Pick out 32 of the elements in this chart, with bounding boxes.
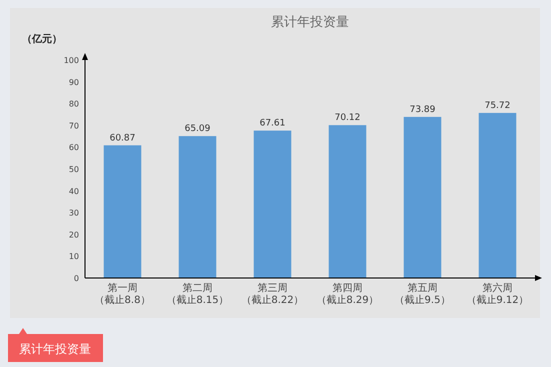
y-tick-label: 90: [68, 78, 79, 87]
y-axis-title: （亿元）: [22, 33, 62, 45]
y-tick-label: 80: [68, 100, 79, 109]
bar: [328, 125, 366, 278]
bar: [178, 136, 216, 278]
x-tick-label: 第六周（截止9.12）: [466, 282, 529, 306]
data-label: 70.12: [334, 113, 360, 124]
x-tick-label: 第二周（截止8.15）: [166, 282, 229, 306]
y-tick-label: 20: [68, 230, 79, 240]
x-tick-label: 第三周（截止8.22）: [241, 282, 304, 306]
x-tick-label: 第一周（截止8.8）: [94, 282, 150, 306]
text: 累计年投资量: [19, 342, 91, 356]
chart-title: 累计年投资量: [271, 15, 349, 30]
x-tick-label: 第五周（截止9.5）: [394, 282, 450, 306]
bar: [404, 116, 442, 278]
y-tick-label: 10: [68, 252, 79, 262]
y-tick-label: 50: [68, 165, 79, 174]
y-tick-label: 100: [64, 56, 79, 65]
data-label: 73.89: [410, 104, 436, 115]
bar: [478, 112, 516, 278]
data-label: 75.72: [484, 100, 510, 111]
y-tick-label: 40: [68, 186, 79, 196]
data-label: 60.87: [110, 133, 136, 144]
y-tick-label: 0: [74, 274, 79, 283]
data-label: 67.61: [260, 118, 286, 129]
data-label: 65.09: [184, 124, 211, 134]
bar: [104, 145, 142, 278]
y-tick-label: 60: [68, 143, 79, 152]
y-tick-label: 70: [68, 121, 79, 130]
y-tick-label: 30: [68, 208, 79, 218]
x-tick-label: 第四周（截止8.29）: [316, 282, 379, 306]
bar: [254, 130, 292, 278]
